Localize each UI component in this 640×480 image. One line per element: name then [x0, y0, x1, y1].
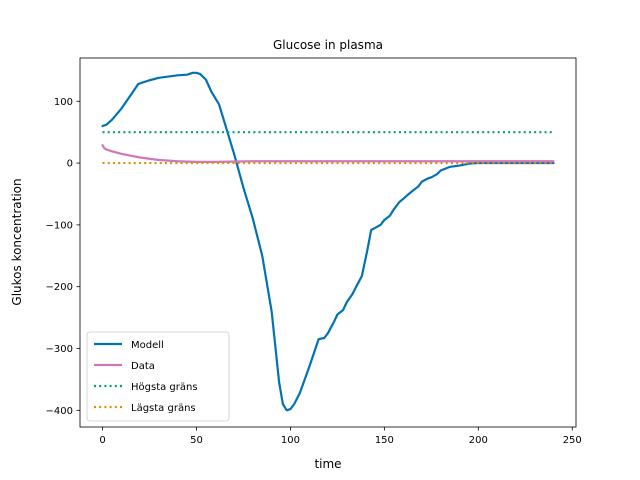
y-axis-label: Glukos koncentration — [10, 178, 24, 305]
x-tick-label: 0 — [99, 435, 105, 446]
y-tick-label: −400 — [46, 406, 73, 417]
x-tick-label: 200 — [469, 435, 488, 446]
y-tick-label: 0 — [67, 159, 73, 170]
legend-label: Högsta gräns — [131, 382, 198, 393]
series-line-0 — [101, 71, 555, 412]
legend-box — [86, 331, 230, 422]
x-axis-label: time — [314, 457, 341, 471]
legend: Modell Data Högsta gräns Lägsta gräns — [86, 331, 230, 422]
y-tick-label: −100 — [46, 220, 73, 231]
x-tick-label: 150 — [375, 435, 394, 446]
plot-area — [101, 71, 555, 412]
x-tick-label: 50 — [190, 435, 203, 446]
y-tick-label: 100 — [54, 97, 73, 108]
chart-title: Glucose in plasma — [273, 38, 383, 52]
y-tick-label: −300 — [46, 344, 73, 355]
plot-frame — [79, 57, 577, 428]
y-axis: −400 −300 −200 −100 0 100 — [46, 97, 80, 417]
legend-label: Modell — [131, 340, 164, 351]
legend-label: Data — [131, 361, 155, 372]
x-tick-label: 250 — [563, 435, 582, 446]
x-tick-label: 100 — [281, 435, 300, 446]
series-line-1 — [101, 144, 555, 163]
x-axis: 0 50 100 150 200 250 — [99, 427, 582, 446]
legend-label: Lägsta gräns — [131, 403, 196, 414]
y-tick-label: −200 — [46, 282, 73, 293]
